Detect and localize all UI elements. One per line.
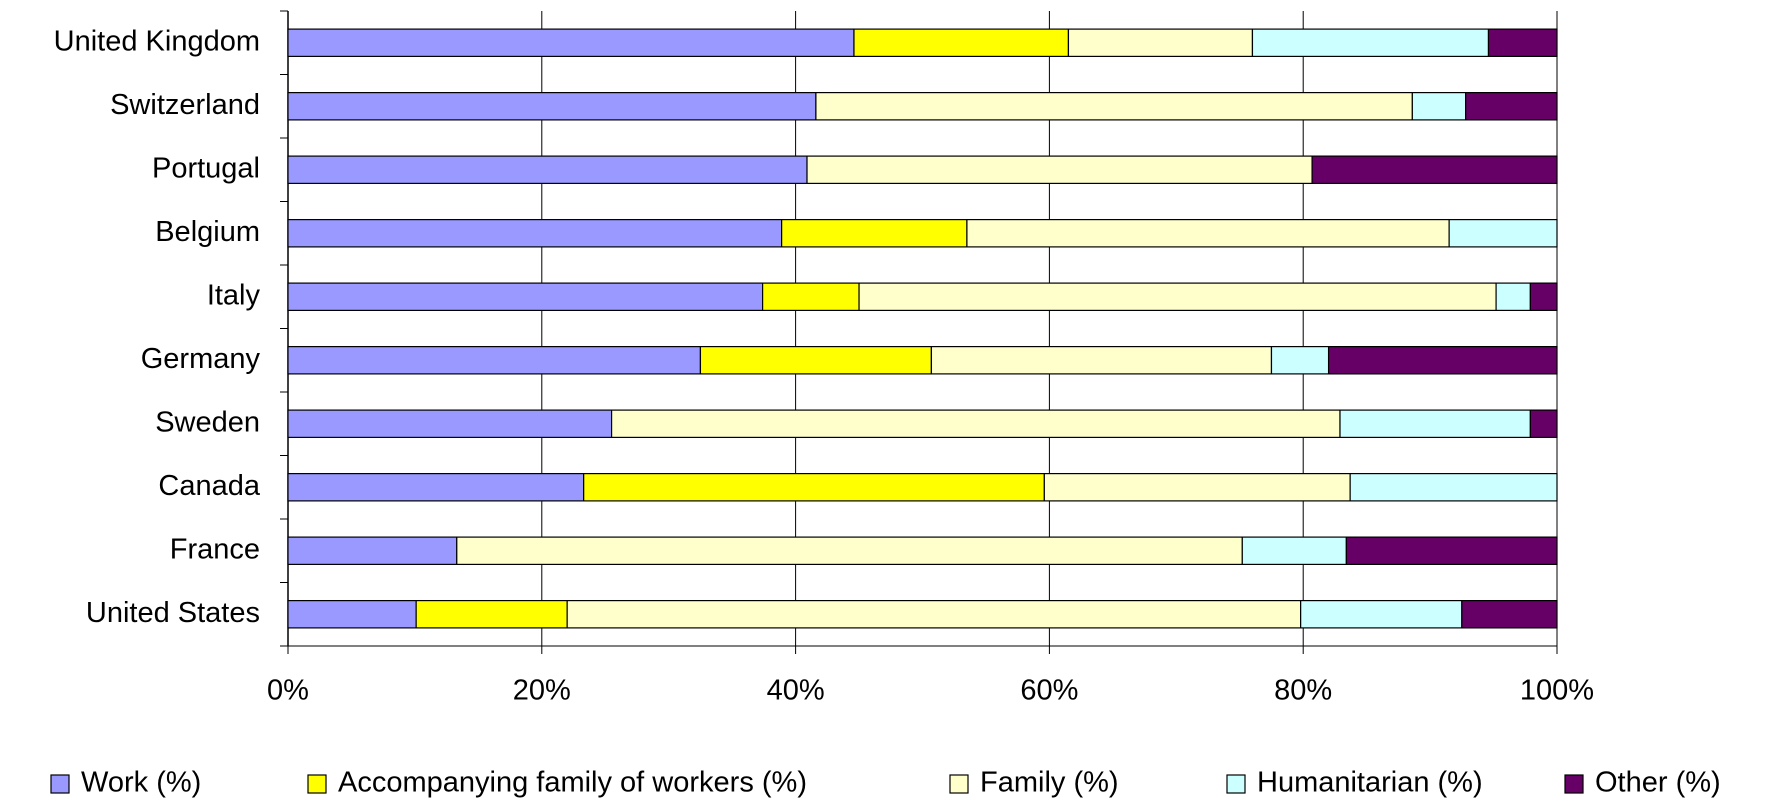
bar-segment xyxy=(1411,91,1467,121)
bar-segment xyxy=(415,599,568,629)
bar-segment xyxy=(566,599,1302,629)
legend-label: Family (%) xyxy=(980,767,1119,799)
y-tick-label: Switzerland xyxy=(110,89,260,121)
bar-segment xyxy=(1529,282,1558,312)
y-tick-label: Canada xyxy=(158,470,260,502)
bar-segment xyxy=(610,409,1341,439)
bar-segment xyxy=(1495,282,1531,312)
bar-segment xyxy=(781,218,968,248)
bar-segment xyxy=(287,409,613,439)
bar-segment xyxy=(287,472,585,502)
legend-label: Humanitarian (%) xyxy=(1257,767,1483,799)
bar-segment xyxy=(930,345,1273,375)
bar-segment xyxy=(583,472,1045,502)
bar-segment xyxy=(287,282,764,312)
y-tick-label: Belgium xyxy=(155,216,260,248)
bar-segment xyxy=(853,28,1070,58)
legend-swatch xyxy=(50,774,70,794)
legend-swatch xyxy=(949,774,969,794)
bar-segment xyxy=(1461,599,1558,629)
legend-swatch xyxy=(1564,774,1584,794)
bar-segment xyxy=(815,91,1413,121)
bar-segment xyxy=(1345,536,1558,566)
y-tick-label: United States xyxy=(86,597,260,629)
bar-segment xyxy=(287,599,417,629)
x-tick-label: 80% xyxy=(1274,675,1332,707)
bar-segment xyxy=(287,536,458,566)
y-tick-label: Sweden xyxy=(155,406,260,438)
legend-label: Work (%) xyxy=(81,767,201,799)
y-tick-label: United Kingdom xyxy=(54,25,260,57)
bar-segment xyxy=(1529,409,1558,439)
bar-segment xyxy=(806,155,1313,185)
bar-segment xyxy=(1043,472,1351,502)
x-tick-label: 0% xyxy=(267,675,309,707)
bar-segment xyxy=(1448,218,1558,248)
bar-segment xyxy=(1251,28,1490,58)
bar-segment xyxy=(456,536,1243,566)
bar-segment xyxy=(1270,345,1330,375)
bar-segment xyxy=(966,218,1450,248)
bar-segment xyxy=(1487,28,1558,58)
bar-segment xyxy=(287,28,855,58)
legend-label: Accompanying family of workers (%) xyxy=(338,767,807,799)
bar-segment xyxy=(858,282,1497,312)
bar-segment xyxy=(699,345,932,375)
bar-segment xyxy=(1300,599,1463,629)
bar-segment xyxy=(287,155,808,185)
x-tick-label: 100% xyxy=(1520,675,1594,707)
x-tick-label: 20% xyxy=(513,675,571,707)
y-tick-label: France xyxy=(170,533,260,565)
legend-swatch xyxy=(1226,774,1246,794)
legend-swatch xyxy=(307,774,327,794)
bar-segment xyxy=(762,282,860,312)
bar-segment xyxy=(1327,345,1558,375)
bar-segment xyxy=(287,218,783,248)
legend-label: Other (%) xyxy=(1595,767,1721,799)
bar-segment xyxy=(1465,91,1558,121)
y-tick-label: Germany xyxy=(141,343,261,375)
y-tick-label: Italy xyxy=(207,279,261,311)
bar-segment xyxy=(1241,536,1347,566)
bar-segment xyxy=(1311,155,1558,185)
bar-segment xyxy=(1349,472,1558,502)
bar-segment xyxy=(287,345,702,375)
bar-segment xyxy=(1067,28,1254,58)
bar-segment xyxy=(1339,409,1531,439)
bar-segment xyxy=(287,91,817,121)
y-tick-label: Portugal xyxy=(152,152,260,184)
x-tick-label: 60% xyxy=(1020,675,1078,707)
x-tick-label: 40% xyxy=(767,675,825,707)
